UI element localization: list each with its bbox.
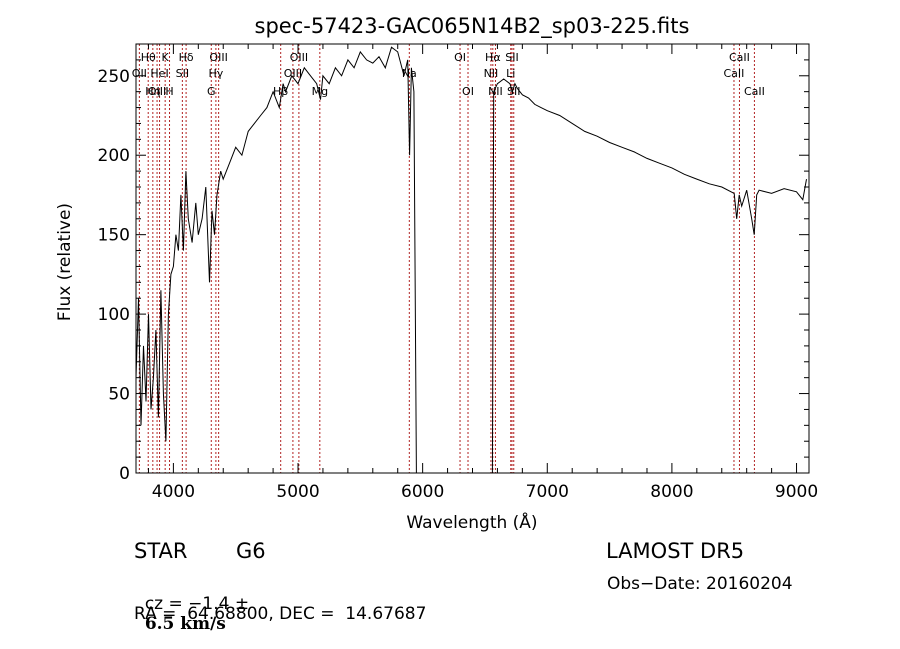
x-tick-label: 5000 — [276, 482, 319, 502]
x-axis: 4000 5000 6000 7000 8000 9000 — [147, 44, 818, 502]
y-tick-label: 150 — [98, 226, 130, 246]
spectral-line-label: OII — [132, 67, 147, 80]
spectral-line-label: H — [165, 85, 173, 98]
y-tick-label: 50 — [108, 385, 130, 405]
observation-date: Obs−Date: 20160204 — [607, 574, 793, 594]
spectral-line-label: OIII — [148, 85, 166, 98]
spectral-line-label: NII — [488, 85, 503, 98]
spectral-line-label: Hα — [485, 51, 501, 64]
x-tick-label: 9000 — [775, 482, 818, 502]
spectral-line-label: OIII — [290, 51, 308, 64]
spectral-line-label: OIII — [284, 67, 302, 80]
spectral-line-label: Hθ — [141, 51, 156, 64]
survey-name: LAMOST DR5 — [606, 539, 745, 563]
coordinates: RA = 64.68800, DEC = 14.67687 — [134, 604, 427, 624]
spectral-line-label: Hγ — [208, 67, 223, 80]
object-subclass: G6 — [236, 539, 266, 563]
spectral-line-label: Hδ — [179, 51, 194, 64]
line-markers-layer — [138, 44, 755, 473]
y-tick-label: 250 — [98, 67, 130, 87]
chart-title: spec-57423-GAC065N14B2_sp03-225.fits — [255, 14, 690, 39]
spectral-line-label: Hη — [145, 85, 160, 98]
y-tick-label: 100 — [98, 305, 130, 325]
y-axis-label: Flux (relative) — [55, 203, 75, 321]
spectral-line-label: CaII — [744, 85, 765, 98]
spectral-line-label: G — [207, 85, 216, 98]
object-class: STAR — [134, 539, 188, 563]
x-tick-label: 6000 — [401, 482, 444, 502]
cz-error: 6.5 km/s — [144, 614, 226, 634]
spectral-line-label: SII — [176, 67, 189, 80]
spectral-line-label: HeI — [150, 67, 168, 80]
spectral-line-label: NII — [484, 67, 499, 80]
spectral-line-label: SII — [505, 51, 518, 64]
cz-label: cz = −1.4 ± — [144, 594, 250, 614]
spectrum-line — [135, 46, 807, 474]
spectral-line-label: OI — [454, 51, 466, 64]
spectral-line-label: CaII — [729, 51, 750, 64]
x-tick-label: 7000 — [526, 482, 569, 502]
x-axis-label: Wavelength (Å) — [406, 511, 537, 533]
spectral-line-label: K — [162, 51, 170, 64]
y-tick-label: 0 — [119, 464, 130, 484]
plot-frame — [135, 43, 810, 474]
spectral-line-label: OIII — [209, 51, 227, 64]
spectral-line-label: CaII — [724, 67, 745, 80]
x-tick-label: 8000 — [650, 482, 693, 502]
redshift-readout: cz = −1.4 ± 6.5 km/s — [134, 574, 249, 634]
y-tick-label: 200 — [98, 146, 130, 166]
spectral-line-label: OI — [462, 85, 474, 98]
y-axis: 0 50 100 150 200 250 — [98, 43, 809, 484]
x-tick-label: 4000 — [152, 482, 195, 502]
spectral-line-label: Mg — [312, 85, 328, 98]
spectral-line-label: Li — [506, 67, 515, 80]
